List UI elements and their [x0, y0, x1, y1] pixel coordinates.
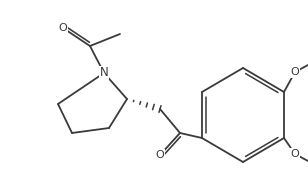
Text: O: O [59, 23, 67, 33]
Text: O: O [156, 150, 164, 160]
Text: O: O [291, 149, 299, 159]
Text: N: N [99, 66, 108, 80]
Text: O: O [291, 67, 299, 77]
